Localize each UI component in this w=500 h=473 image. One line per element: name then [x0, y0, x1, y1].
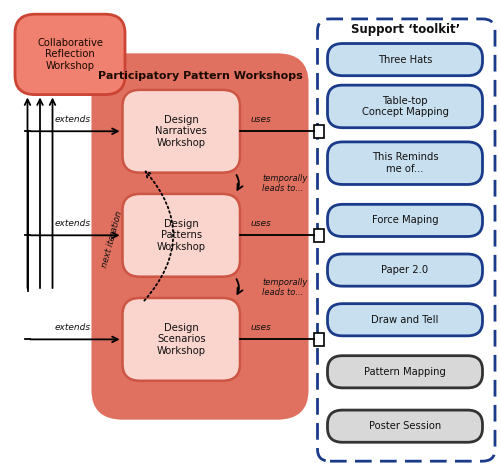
Text: Draw and Tell: Draw and Tell [372, 315, 438, 325]
Text: uses: uses [250, 115, 271, 124]
Text: Collaborative
Reflection
Workshop: Collaborative Reflection Workshop [37, 38, 103, 71]
FancyBboxPatch shape [328, 304, 482, 336]
Text: Three Hats: Three Hats [378, 54, 432, 65]
Text: This Reminds
me of...: This Reminds me of... [372, 152, 438, 174]
Text: Table-top
Concept Mapping: Table-top Concept Mapping [362, 96, 448, 117]
Text: next iteration: next iteration [100, 210, 124, 268]
FancyBboxPatch shape [328, 356, 482, 388]
Bar [314, 333, 324, 346]
Text: uses: uses [250, 219, 271, 228]
FancyBboxPatch shape [328, 204, 482, 236]
Text: Force Maping: Force Maping [372, 215, 438, 226]
Text: uses: uses [250, 323, 271, 333]
FancyBboxPatch shape [328, 142, 482, 184]
Bar [314, 229, 324, 242]
FancyBboxPatch shape [328, 85, 482, 128]
FancyBboxPatch shape [15, 14, 125, 95]
Text: temporally
leads to...: temporally leads to... [262, 278, 308, 297]
Text: Pattern Mapping: Pattern Mapping [364, 367, 446, 377]
Text: Design
Narratives
Workshop: Design Narratives Workshop [156, 114, 207, 148]
Text: Design
Scenarios
Workshop: Design Scenarios Workshop [157, 323, 206, 356]
Text: Participatory Pattern Workshops: Participatory Pattern Workshops [98, 71, 302, 81]
Bar [314, 124, 324, 138]
FancyBboxPatch shape [122, 298, 240, 381]
Text: Poster Session: Poster Session [369, 421, 441, 431]
Text: Paper 2.0: Paper 2.0 [382, 265, 428, 275]
FancyBboxPatch shape [122, 194, 240, 277]
FancyBboxPatch shape [328, 44, 482, 76]
Text: temporally
leads to...: temporally leads to... [262, 174, 308, 193]
FancyBboxPatch shape [328, 410, 482, 442]
FancyBboxPatch shape [122, 90, 240, 173]
Text: extends: extends [54, 115, 90, 124]
Text: extends: extends [54, 219, 90, 228]
Text: Design
Patterns
Workshop: Design Patterns Workshop [157, 219, 206, 252]
FancyBboxPatch shape [92, 54, 308, 419]
FancyBboxPatch shape [328, 254, 482, 286]
Text: extends: extends [54, 323, 90, 333]
Text: Support ‘toolkit’: Support ‘toolkit’ [352, 23, 461, 35]
